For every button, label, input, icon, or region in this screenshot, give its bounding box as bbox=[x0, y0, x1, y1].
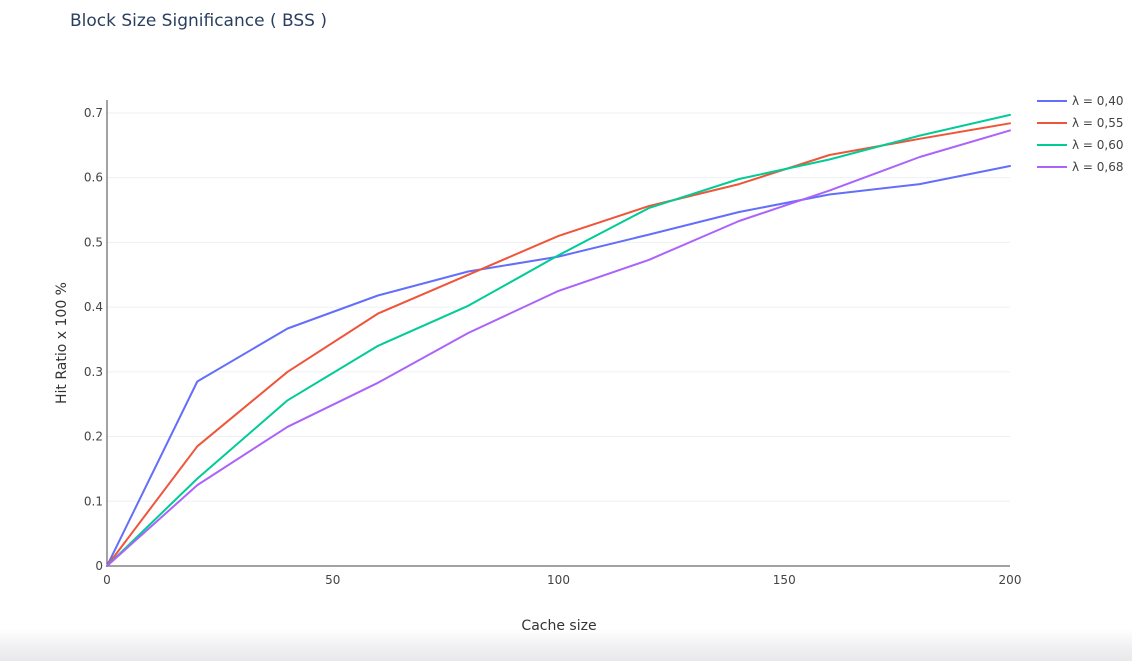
series-line-3 bbox=[106, 113, 1011, 567]
y-axis-title: Hit Ratio x 100 % bbox=[54, 282, 70, 404]
legend-item[interactable]: λ = 0,40 bbox=[1037, 94, 1124, 108]
x-tick-label: 100 bbox=[547, 573, 570, 587]
y-tick-label: 0.5 bbox=[84, 235, 103, 249]
legend-item[interactable]: λ = 0,55 bbox=[1037, 116, 1124, 130]
series-line-4 bbox=[106, 129, 1011, 567]
x-tick-label: 50 bbox=[325, 573, 340, 587]
legend-label: λ = 0,40 bbox=[1072, 94, 1124, 108]
legend-label: λ = 0,55 bbox=[1072, 116, 1124, 130]
series-lines bbox=[106, 113, 1011, 567]
legend-item[interactable]: λ = 0,60 bbox=[1037, 138, 1124, 152]
series-line-2 bbox=[106, 122, 1011, 567]
y-tick-label: 0 bbox=[95, 559, 103, 573]
axes: 0 0.1 0.2 0.3 0.4 0.5 0.6 0.7 0 50 100 150 200 bbox=[84, 100, 1022, 587]
bottom-fade bbox=[0, 629, 1132, 661]
legend-item[interactable]: λ = 0,68 bbox=[1037, 160, 1124, 174]
y-tick-label: 0.3 bbox=[84, 365, 103, 379]
legend-label: λ = 0,68 bbox=[1072, 160, 1124, 174]
x-tick-label: 150 bbox=[773, 573, 796, 587]
y-tick-label: 0.1 bbox=[84, 494, 103, 508]
y-tick-label: 0.6 bbox=[84, 171, 103, 185]
y-tick-label: 0.4 bbox=[84, 300, 103, 314]
x-tick-label: 0 bbox=[103, 573, 111, 587]
grid bbox=[107, 112, 1010, 502]
legend[interactable]: λ = 0,40 λ = 0,55 λ = 0,60 λ = 0,68 bbox=[1037, 94, 1124, 174]
series-line-1 bbox=[106, 165, 1011, 567]
y-tick-label: 0.2 bbox=[84, 430, 103, 444]
legend-label: λ = 0,60 bbox=[1072, 138, 1124, 152]
x-tick-label: 200 bbox=[999, 573, 1022, 587]
y-tick-label: 0.7 bbox=[84, 106, 103, 120]
chart-title: Block Size Significance ( BSS ) bbox=[70, 11, 327, 31]
